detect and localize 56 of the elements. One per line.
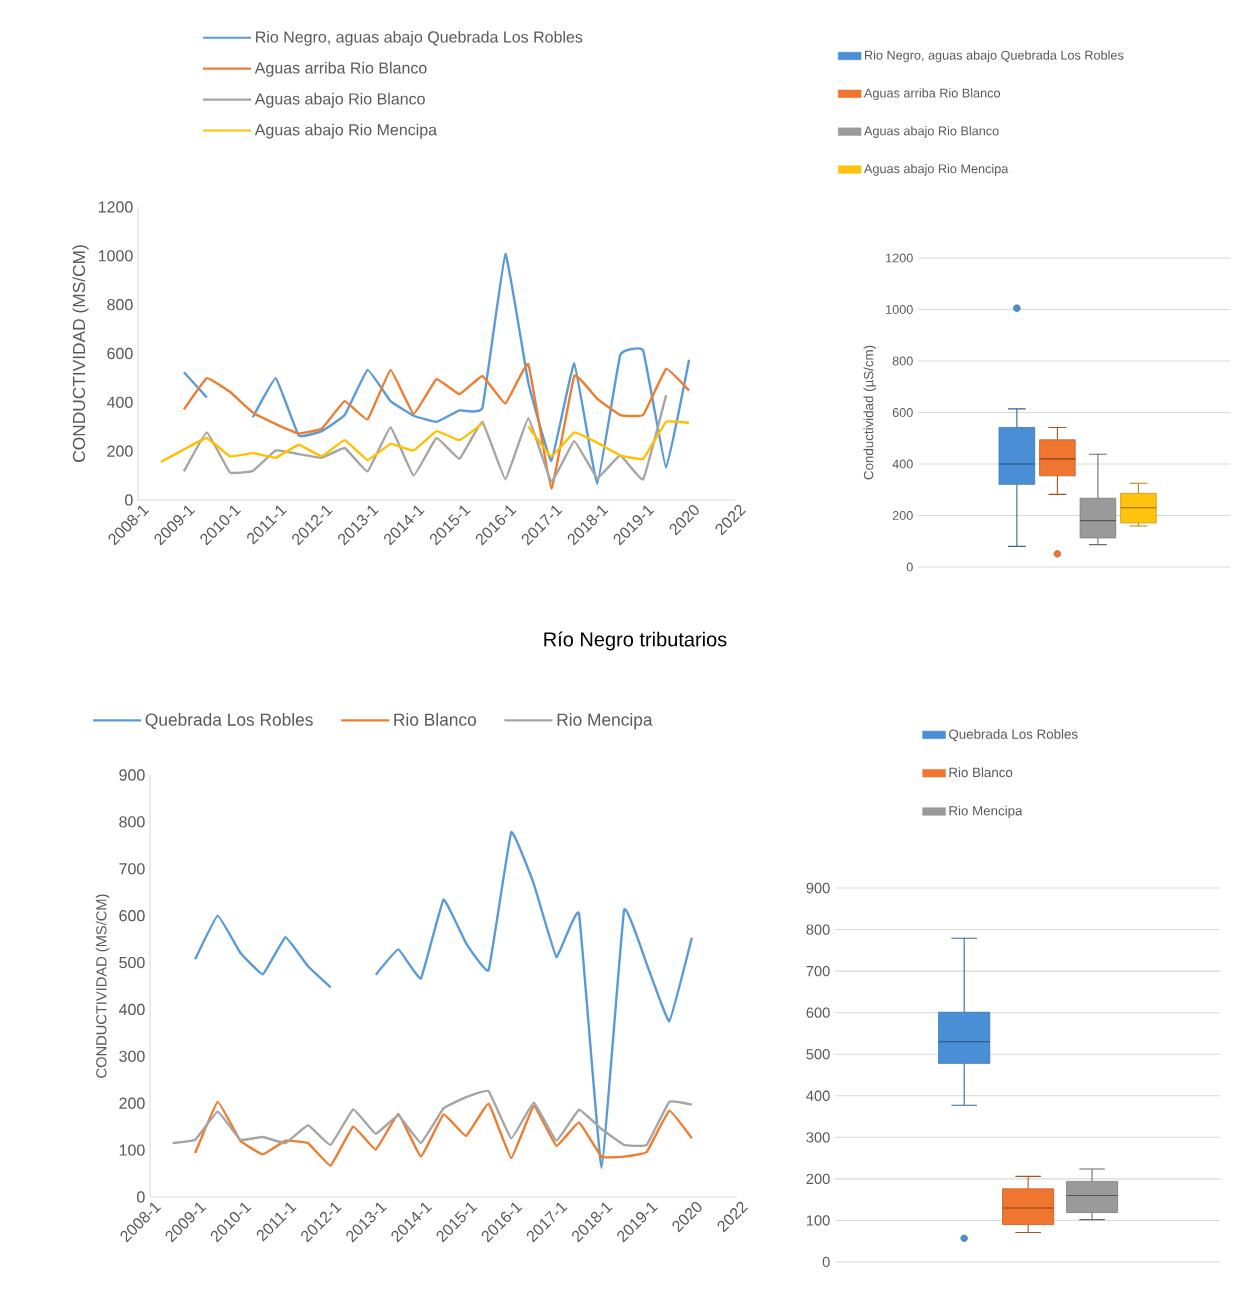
y-tick-label: 400 <box>106 396 133 408</box>
legend-label: Aguas arriba Rio Blanco <box>864 88 1001 101</box>
y-tick-label: 700 <box>806 965 830 977</box>
legend-label: Aguas abajo Rio Mencipa <box>254 123 438 139</box>
legend-label: Rio Blanco <box>949 767 1013 778</box>
legend-label: Quebrada Los Robles <box>145 713 313 729</box>
y-tick-label: 700 <box>119 863 145 875</box>
legend-label: Rio Blanco <box>394 713 476 726</box>
legend-label: Aguas abajo Rio Blanco <box>864 126 999 138</box>
y-tick-label: 800 <box>806 924 830 935</box>
y-tick-label: 1200 <box>98 201 133 213</box>
legend-label: Rio Negro, aguas abajo Quebrada Los Robles <box>256 30 583 46</box>
y-tick-label: 500 <box>119 956 145 969</box>
legend-label: Aguas abajo Rio Blanco <box>254 92 425 108</box>
chart-title: Río Negro tributarios <box>544 631 727 651</box>
y-tick-label: 0 <box>125 494 133 506</box>
y-tick-label: 500 <box>806 1049 830 1060</box>
y-tick-label: 200 <box>107 445 133 457</box>
y-tick-label: 800 <box>892 356 913 366</box>
y-tick-label: 200 <box>806 1173 830 1185</box>
y-tick-label: 100 <box>119 1144 145 1156</box>
y-tick-label: 300 <box>806 1132 830 1143</box>
line-series <box>182 394 668 483</box>
line-series <box>193 1100 694 1167</box>
y-tick-label: 900 <box>119 769 145 781</box>
legend-label: Rio Mencipa <box>557 713 653 730</box>
line-series <box>182 363 691 490</box>
y-tick-label: 600 <box>806 1007 830 1018</box>
y-tick-label: 800 <box>107 299 133 311</box>
y-axis-title: Conductividad (µS/cm) <box>863 345 876 480</box>
y-tick-label: 600 <box>892 408 913 417</box>
y-tick-label: 800 <box>119 816 145 828</box>
y-tick-label: 200 <box>119 1097 145 1109</box>
y-tick-label: 0 <box>906 562 913 572</box>
y-tick-label: 400 <box>118 1003 145 1016</box>
legend-label: Quebrada Los Robles <box>949 729 1078 742</box>
y-axis-title: CONDUCTIVIDAD (MS/CM) <box>95 894 110 1078</box>
legend-label: Rio Mencipa <box>949 805 1023 819</box>
y-tick-label: 1200 <box>886 253 913 263</box>
y-tick-label: 0 <box>822 1256 830 1268</box>
y-tick-label: 1000 <box>98 250 133 262</box>
y-tick-label: 300 <box>119 1050 145 1062</box>
legend-label: Aguas abajo Rio Mencipa <box>864 163 1009 176</box>
legend-label: Rio Negro, aguas abajo Quebrada Los Robles <box>865 50 1124 63</box>
y-tick-label: 1000 <box>886 305 913 314</box>
y-tick-label: 900 <box>806 882 830 894</box>
line-series <box>171 1089 694 1148</box>
legend-label: Aguas arriba Rio Blanco <box>254 61 427 77</box>
y-tick-label: 400 <box>806 1090 830 1101</box>
y-tick-label: 200 <box>892 511 913 520</box>
y-axis-title: CONDUCTIVIDAD (MS/CM) <box>72 245 89 462</box>
y-tick-label: 600 <box>119 910 145 922</box>
y-tick-label: 600 <box>107 347 133 360</box>
y-tick-label: 100 <box>806 1215 830 1226</box>
y-tick-label: 0 <box>137 1191 145 1203</box>
y-tick-label: 400 <box>892 459 913 469</box>
